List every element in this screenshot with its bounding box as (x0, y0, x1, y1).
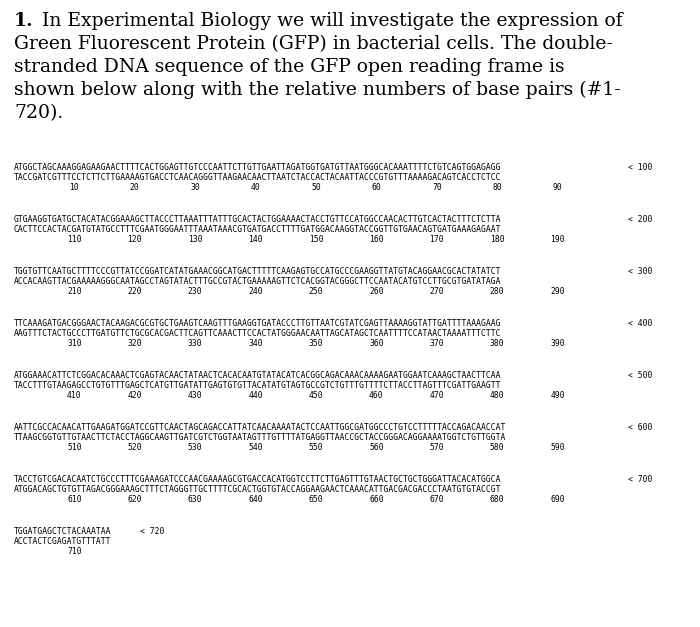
Text: In Experimental Biology we will investigate the expression of: In Experimental Biology we will investig… (36, 12, 622, 30)
Text: TACCGATCGTTTCCTCTTCTTGAAAAGTGACCTCAACAGGGTTAAGAACAACTTAATCTACCACTACAATTACCCGTGTT: TACCGATCGTTTCCTCTTCTTGAAAAGTGACCTCAACAGG… (14, 173, 501, 182)
Text: 380: 380 (490, 339, 505, 348)
Text: 190: 190 (550, 235, 565, 244)
Text: 550: 550 (309, 443, 323, 452)
Text: 170: 170 (430, 235, 444, 244)
Text: 530: 530 (188, 443, 202, 452)
Text: 70: 70 (432, 183, 442, 192)
Text: 450: 450 (309, 391, 323, 400)
Text: 680: 680 (490, 495, 505, 504)
Text: ATGGACAGCTGTGTTAGACGGGAAAGCTTTCTAGGGTTGCTTTTCGCACTGGTGTACCAGGAAGAACTCAAACATTGACG: ATGGACAGCTGTGTTAGACGGGAAAGCTTTCTAGGGTTGC… (14, 485, 501, 494)
Text: 30: 30 (190, 183, 200, 192)
Text: 560: 560 (369, 443, 384, 452)
Text: 160: 160 (369, 235, 384, 244)
Text: < 300: < 300 (628, 267, 652, 276)
Text: 410: 410 (67, 391, 82, 400)
Text: TGGATGAGCTCTACAAATAA: TGGATGAGCTCTACAAATAA (14, 527, 111, 536)
Text: 340: 340 (248, 339, 263, 348)
Text: AATTCGCCACAACATTGAAGATGGATCCGTTCAACTAGCAGACCATTATCAACAAAATACTCCAATTGGCGATGGCCCTG: AATTCGCCACAACATTGAAGATGGATCCGTTCAACTAGCA… (14, 423, 506, 432)
Text: 80: 80 (492, 183, 502, 192)
Text: 270: 270 (430, 287, 444, 296)
Text: < 720: < 720 (140, 527, 164, 536)
Text: ACCTACTCGAGATGTTTATT: ACCTACTCGAGATGTTTATT (14, 537, 111, 546)
Text: 480: 480 (490, 391, 505, 400)
Text: 260: 260 (369, 287, 384, 296)
Text: 580: 580 (490, 443, 505, 452)
Text: 660: 660 (369, 495, 384, 504)
Text: 470: 470 (430, 391, 444, 400)
Text: 250: 250 (309, 287, 323, 296)
Text: 130: 130 (188, 235, 202, 244)
Text: 140: 140 (248, 235, 263, 244)
Text: GTGAAGGTGATGCTACATACGGAAAGCTTACCCTTAAATTTATTTGCACTACTGGAAAACTACCTGTTCCATGGCCAACA: GTGAAGGTGATGCTACATACGGAAAGCTTACCCTTAAATT… (14, 215, 501, 224)
Text: 90: 90 (553, 183, 563, 192)
Text: TTAAGCGGTGTTGTAACTTCTACCTAGGCAAGTTGATCGTCTGGTAATAGTTTGTTTTATGAGGTTAACCGCTACCGGGA: TTAAGCGGTGTTGTAACTTCTACCTAGGCAAGTTGATCGT… (14, 433, 506, 442)
Text: 360: 360 (369, 339, 384, 348)
Text: ACCACAAGTTACGAAAAAGGGCAATAGCCTAGTATACTTTGCCGTACTGAAAAAGTTCTCACGGTACGGGCTTCCAATAC: ACCACAAGTTACGAAAAAGGGCAATAGCCTAGTATACTTT… (14, 277, 501, 286)
Text: shown below along with the relative numbers of base pairs (#1-: shown below along with the relative numb… (14, 81, 621, 99)
Text: 440: 440 (248, 391, 263, 400)
Text: 350: 350 (309, 339, 323, 348)
Text: < 500: < 500 (628, 371, 652, 380)
Text: 280: 280 (490, 287, 505, 296)
Text: 1.: 1. (14, 12, 34, 30)
Text: ATGGCTAGCAAAGGAGAAGAACTTTTCACTGGAGTTGTCCCAATTCTTGTTGAATTAGATGGTGATGTTAATGGGCACAA: ATGGCTAGCAAAGGAGAAGAACTTTTCACTGGAGTTGTCC… (14, 163, 501, 172)
Text: 330: 330 (188, 339, 202, 348)
Text: 650: 650 (309, 495, 323, 504)
Text: AAGTTTCTACTGCCCTTGATGTTCTGCGCACGACTTCAGTTCAAACTTCCACTATGGGAACAATTAGCATAGCTCAATTT: AAGTTTCTACTGCCCTTGATGTTCTGCGCACGACTTCAGT… (14, 329, 501, 338)
Text: < 200: < 200 (628, 215, 652, 224)
Text: 590: 590 (550, 443, 565, 452)
Text: 290: 290 (550, 287, 565, 296)
Text: 220: 220 (127, 287, 142, 296)
Text: 370: 370 (430, 339, 444, 348)
Text: TTCAAAGATGACGGGAACTACAAGACGCGTGCTGAAGTCAAGTTTGAAGGTGATACCCTTGTTAATCGTATCGAGTTAAA: TTCAAAGATGACGGGAACTACAAGACGCGTGCTGAAGTCA… (14, 319, 501, 328)
Text: 180: 180 (490, 235, 505, 244)
Text: TACCTTTGTAAGAGCCTGTGTTTGAGCTCATGTTGATATTGAGTGTGTTACATATGTAGTGCCGTCTGTTTGTTTTCTTA: TACCTTTGTAAGAGCCTGTGTTTGAGCTCATGTTGATATT… (14, 381, 501, 390)
Text: TACCTGTCGACACAATCTGCCCTTTCGAAAGATCCCAACGAAAAGCGTGACCACATGGTCCTTCTTGAGTTTGTAACTGC: TACCTGTCGACACAATCTGCCCTTTCGAAAGATCCCAACG… (14, 475, 501, 484)
Text: 570: 570 (430, 443, 444, 452)
Text: 610: 610 (67, 495, 82, 504)
Text: 20: 20 (130, 183, 140, 192)
Text: 150: 150 (309, 235, 323, 244)
Text: 50: 50 (311, 183, 321, 192)
Text: 490: 490 (550, 391, 565, 400)
Text: 310: 310 (67, 339, 82, 348)
Text: 120: 120 (127, 235, 142, 244)
Text: 430: 430 (188, 391, 202, 400)
Text: < 100: < 100 (628, 163, 652, 172)
Text: 690: 690 (550, 495, 565, 504)
Text: 620: 620 (127, 495, 142, 504)
Text: 540: 540 (248, 443, 263, 452)
Text: 640: 640 (248, 495, 263, 504)
Text: < 600: < 600 (628, 423, 652, 432)
Text: 240: 240 (248, 287, 263, 296)
Text: 60: 60 (372, 183, 382, 192)
Text: CACTTCCACTACGATGTATGCCTTTCGAATGGGAATTTAAATAAACGTGATGACCTTTTGATGGACAAGGTACCGGTTGT: CACTTCCACTACGATGTATGCCTTTCGAATGGGAATTTAA… (14, 225, 501, 234)
Text: 210: 210 (67, 287, 82, 296)
Text: 460: 460 (369, 391, 384, 400)
Text: stranded DNA sequence of the GFP open reading frame is: stranded DNA sequence of the GFP open re… (14, 58, 565, 76)
Text: < 700: < 700 (628, 475, 652, 484)
Text: 630: 630 (188, 495, 202, 504)
Text: 110: 110 (67, 235, 82, 244)
Text: 390: 390 (550, 339, 565, 348)
Text: 710: 710 (67, 547, 82, 556)
Text: 10: 10 (69, 183, 79, 192)
Text: 420: 420 (127, 391, 142, 400)
Text: < 400: < 400 (628, 319, 652, 328)
Text: 720).: 720). (14, 104, 63, 122)
Text: TGGTGTTCAATGCTTTTCCCGTTATCCGGATCATATGAAACGGCATGACTTTTTCAAGAGTGCCATGCCCGAAGGTTATG: TGGTGTTCAATGCTTTTCCCGTTATCCGGATCATATGAAA… (14, 267, 501, 276)
Text: 520: 520 (127, 443, 142, 452)
Text: 40: 40 (251, 183, 260, 192)
Text: ATGGAAACATTCTCGGACACAAACTCGAGTACAACTATAACTCACACAATGTATACATCACGGCAGACAAACAAAAGAAT: ATGGAAACATTCTCGGACACAAACTCGAGTACAACTATAA… (14, 371, 501, 380)
Text: 510: 510 (67, 443, 82, 452)
Text: Green Fluorescent Protein (GFP) in bacterial cells. The double-: Green Fluorescent Protein (GFP) in bacte… (14, 35, 613, 53)
Text: 670: 670 (430, 495, 444, 504)
Text: 320: 320 (127, 339, 142, 348)
Text: 230: 230 (188, 287, 202, 296)
